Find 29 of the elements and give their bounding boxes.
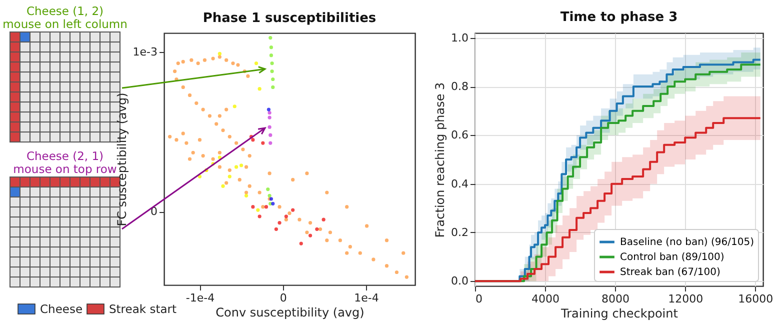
y-tick-label: 0.8: [451, 80, 468, 94]
x-tick-label: 1e-4: [354, 292, 379, 304]
chart-title: Phase 1 susceptibilities: [202, 11, 376, 26]
x-tick-label: 16000: [738, 292, 774, 306]
y-tick-label: 1.0: [451, 31, 468, 44]
legend-label: Streak ban (67/100): [620, 267, 720, 278]
y-tick-label: 0.0: [451, 274, 468, 288]
y-tick-label: 0.2: [451, 226, 468, 239]
x-axis-title: Conv susceptibility (avg): [216, 306, 364, 320]
text: Cheese (1, 2): [26, 4, 104, 18]
x-tick-label: -1e-4: [186, 292, 215, 304]
text: Cheese: [40, 302, 83, 316]
legend-label: Control ban (89/100): [620, 252, 724, 263]
chart-title: Time to phase 3: [560, 10, 678, 25]
legend-label: Baseline (no ban) (96/105): [620, 237, 754, 248]
x-tick-label: 12000: [668, 292, 704, 306]
x-axis-title: Training checkpoint: [560, 306, 678, 320]
text: mouse on top row: [13, 162, 117, 176]
x-tick-label: 0: [476, 292, 482, 306]
x-tick-label: 8000: [602, 292, 630, 306]
x-tick-label: 0: [280, 292, 287, 304]
y-axis-title: Fraction reaching phase 3: [433, 82, 448, 238]
x-tick-label: 4000: [532, 292, 560, 306]
text: Cheese (2, 1): [26, 149, 104, 163]
text: mouse on left column: [2, 17, 128, 31]
y-tick-label: 0.4: [451, 177, 468, 190]
y-tick-label: 0.6: [451, 128, 468, 142]
y-tick-label: 1e-3: [132, 46, 158, 59]
text: Streak start: [109, 302, 177, 316]
